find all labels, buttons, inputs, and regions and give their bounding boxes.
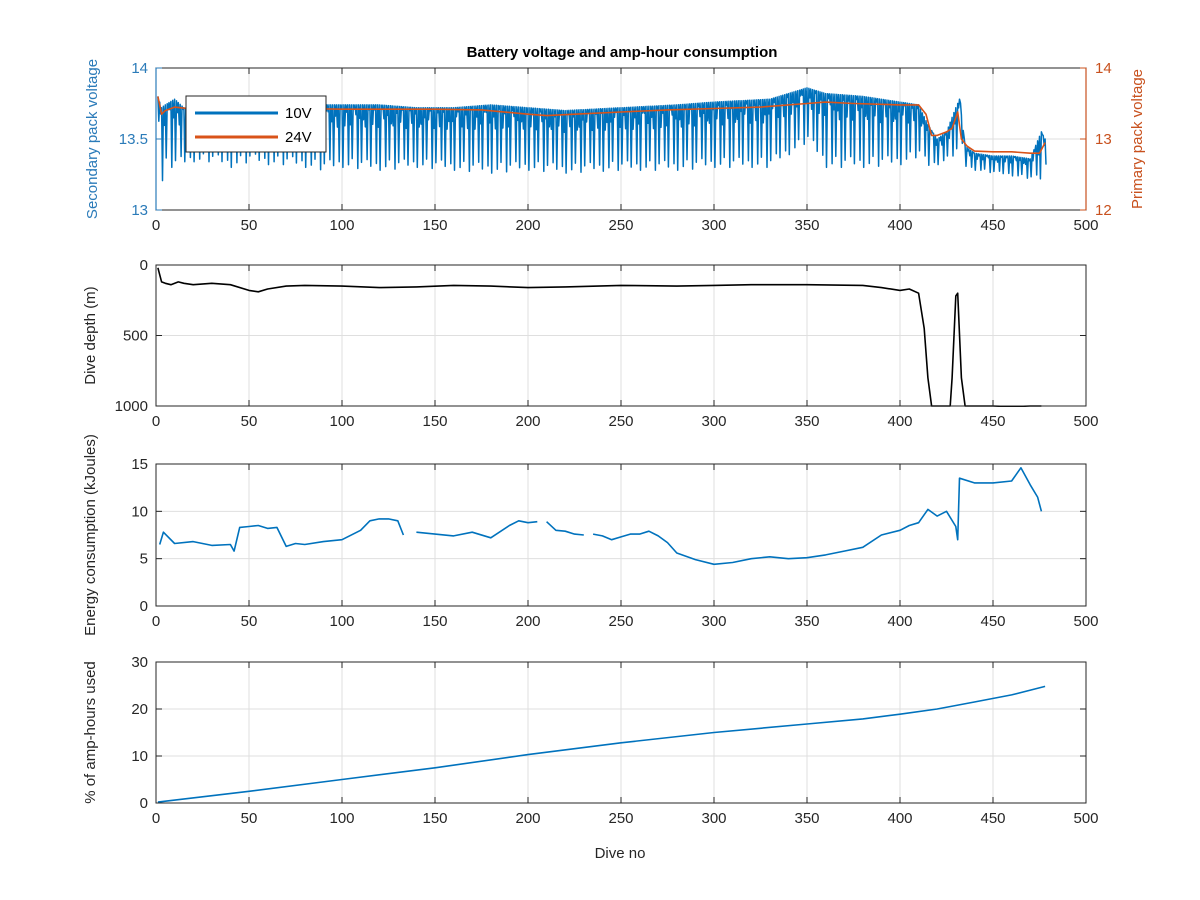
x-tick-label: 50: [241, 810, 258, 827]
x-tick-label: 350: [794, 613, 819, 630]
x-tick-label: 200: [515, 810, 540, 827]
right-y-tick-label: 12: [1095, 202, 1112, 219]
x-tick-label: 500: [1073, 217, 1098, 234]
y-tick-label: 15: [131, 456, 148, 473]
x-tick-label: 450: [980, 217, 1005, 234]
series-line-3-1-segment-2: [416, 520, 538, 539]
x-tick-label: 250: [608, 217, 633, 234]
y-tick-label: 0: [140, 257, 148, 274]
x-tick-label: 400: [887, 810, 912, 827]
x-tick-label: 300: [701, 613, 726, 630]
x-tick-label: 100: [329, 810, 354, 827]
legend-label-10v: 10V: [285, 105, 312, 122]
x-tick-label: 0: [152, 217, 160, 234]
x-tick-label: 400: [887, 413, 912, 430]
x-tick-label: 450: [980, 613, 1005, 630]
y-tick-label: 30: [131, 654, 148, 671]
data-layer: [157, 267, 1042, 407]
right-y-axis-label: Primary pack voltage: [1129, 69, 1146, 209]
x-tick-label: 250: [608, 413, 633, 430]
x-tick-label: 150: [422, 413, 447, 430]
x-tick-label: 100: [329, 413, 354, 430]
y-axis-label: Secondary pack voltage: [84, 59, 101, 219]
y-axis-label: Dive depth (m): [82, 286, 99, 384]
y-tick-label: 500: [123, 328, 148, 345]
y-tick-label: 1000: [115, 398, 148, 415]
x-tick-label: 0: [152, 613, 160, 630]
x-tick-label: 150: [422, 810, 447, 827]
data-layer: [157, 685, 1046, 803]
series-line-3-1-segment-4: [592, 467, 1043, 566]
subplot-4: 0 50 100 150 200 250 300 350 400 450 500 0 10 20 30 % o…: [82, 654, 1099, 827]
legend-box: [185, 95, 327, 153]
x-tick-label: 200: [515, 413, 540, 430]
x-tick-label: 50: [241, 413, 258, 430]
x-tick-label: 50: [241, 217, 258, 234]
x-tick-label: 350: [794, 217, 819, 234]
x-tick-label: 300: [701, 217, 726, 234]
x-tick-label: 300: [701, 413, 726, 430]
right-y-tick-label: 14: [1095, 60, 1112, 77]
x-tick-label: 500: [1073, 810, 1098, 827]
x-tick-label: 100: [329, 613, 354, 630]
x-tick-label: 450: [980, 810, 1005, 827]
y-tick-label: 10: [131, 748, 148, 765]
x-tick-label: 500: [1073, 413, 1098, 430]
x-axis-label: Dive no: [595, 845, 646, 862]
y-tick-label: 13.5: [119, 131, 148, 148]
x-tick-label: 350: [794, 810, 819, 827]
x-tick-label: 0: [152, 810, 160, 827]
legend-label-24v: 24V: [285, 129, 312, 146]
x-tick-label: 200: [515, 217, 540, 234]
y-tick-label: 5: [140, 551, 148, 568]
x-tick-label: 300: [701, 810, 726, 827]
x-tick-label: 350: [794, 413, 819, 430]
series-line-2-1: [157, 267, 1042, 407]
subplot-3: 0 50 100 150 200 250 300 350 400 450 500 0 5 10 15 Ener…: [82, 434, 1099, 636]
y-tick-label: 0: [140, 598, 148, 615]
subplot-1: 0 50 100 150 200 250 300 350 400 450 500 13 13.5 14 Se…: [84, 59, 1146, 234]
x-tick-label: 250: [608, 613, 633, 630]
x-tick-label: 400: [887, 613, 912, 630]
right-y-tick-label: 13: [1095, 131, 1112, 148]
subplot-2: 0 50 100 150 200 250 300 350 400 450 500 0 500 1000 Di…: [82, 257, 1099, 430]
x-tick-label: 450: [980, 413, 1005, 430]
y-tick-label: 13: [131, 202, 148, 219]
y-tick-label: 20: [131, 701, 148, 718]
y-axis-label: % of amp-hours used: [82, 661, 99, 804]
x-tick-label: 0: [152, 413, 160, 430]
x-tick-label: 500: [1073, 613, 1098, 630]
x-tick-label: 150: [422, 217, 447, 234]
x-tick-label: 400: [887, 217, 912, 234]
x-tick-label: 200: [515, 613, 540, 630]
y-tick-label: 0: [140, 795, 148, 812]
x-tick-label: 150: [422, 613, 447, 630]
y-axis-label: Energy consumption (kJoules): [82, 434, 99, 636]
x-tick-label: 50: [241, 613, 258, 630]
series-line-3-1-segment-3: [546, 521, 584, 536]
y-tick-label: 10: [131, 503, 148, 520]
figure-title: Battery voltage and amp-hour consumption: [467, 44, 778, 61]
data-layer: [158, 467, 1043, 566]
y-tick-label: 14: [131, 60, 148, 77]
x-tick-label: 250: [608, 810, 633, 827]
series-line-4-1: [157, 685, 1046, 803]
x-tick-label: 100: [329, 217, 354, 234]
series-line-3-1-segment-1: [158, 518, 405, 552]
series-line-10v: [157, 87, 1047, 182]
